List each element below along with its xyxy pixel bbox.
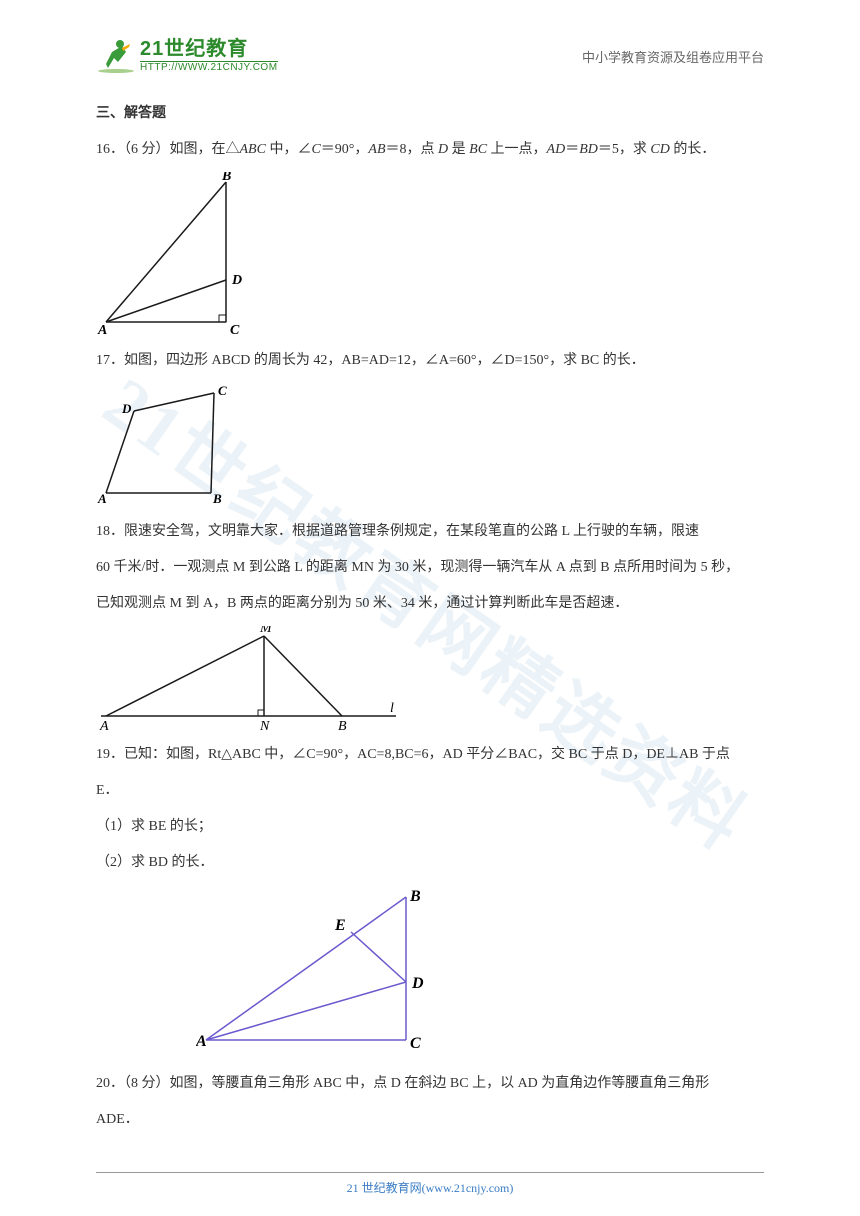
svg-text:E: E bbox=[334, 917, 346, 934]
question-18-line1: 18．限速安全驾，文明靠大家．根据道路管理条例规定，在某段笔直的公路 L 上行驶… bbox=[96, 518, 764, 546]
svg-text:B: B bbox=[409, 888, 421, 905]
question-19-line1: 19．已知：如图，Rt△ABC 中，∠C=90°，AC=8,BC=6，AD 平分… bbox=[96, 741, 764, 769]
svg-text:B: B bbox=[212, 491, 222, 506]
svg-text:A: A bbox=[99, 719, 109, 731]
page-footer: 21 世纪教育网(www.21cnjy.com) bbox=[96, 1172, 764, 1196]
logo: 21世纪教育 HTTP://WWW.21CNJY.COM bbox=[96, 38, 278, 74]
svg-text:C: C bbox=[230, 323, 240, 337]
svg-text:C: C bbox=[410, 1035, 421, 1052]
figure-16: A B C D bbox=[96, 172, 764, 337]
svg-text:B: B bbox=[221, 172, 231, 184]
svg-text:A: A bbox=[97, 491, 107, 506]
figure-18: A N B Ml bbox=[96, 626, 764, 731]
logo-runner-icon bbox=[96, 38, 136, 74]
svg-text:A: A bbox=[196, 1033, 207, 1050]
svg-text:M: M bbox=[259, 626, 273, 636]
question-19-line2: E． bbox=[96, 777, 764, 805]
question-18-line3: 已知观测点 M 到 A，B 两点的距离分别为 50 米、34 米，通过计算判断此… bbox=[96, 590, 764, 618]
logo-text-zh: 21世纪教育 bbox=[140, 39, 278, 59]
header-right-text: 中小学教育资源及组卷应用平台 bbox=[582, 47, 764, 66]
svg-text:l: l bbox=[390, 701, 394, 716]
question-19-sub1: （1）求 BE 的长； bbox=[96, 813, 764, 841]
section-title: 三、解答题 bbox=[96, 102, 764, 122]
svg-text:A: A bbox=[97, 323, 107, 337]
question-16: 16．（6 分）如图，在△ABC 中，∠C＝90°，AB＝8，点 D 是 BC … bbox=[96, 136, 764, 164]
question-20-line2: ADE． bbox=[96, 1106, 764, 1134]
svg-text:D: D bbox=[411, 975, 424, 992]
svg-text:C: C bbox=[218, 383, 227, 398]
svg-text:N: N bbox=[259, 719, 270, 731]
page-header: 21世纪教育 HTTP://WWW.21CNJY.COM 中小学教育资源及组卷应… bbox=[96, 38, 764, 74]
logo-text-url: HTTP://WWW.21CNJY.COM bbox=[140, 61, 278, 73]
svg-text:D: D bbox=[121, 401, 132, 416]
svg-text:D: D bbox=[231, 273, 242, 288]
figure-17: A B C D bbox=[96, 383, 764, 508]
question-17: 17．如图，四边形 ABCD 的周长为 42，AB=AD=12，∠A=60°，∠… bbox=[96, 347, 764, 375]
page-container: 21世纪教育 HTTP://WWW.21CNJY.COM 中小学教育资源及组卷应… bbox=[0, 0, 860, 1134]
question-19-sub2: （2）求 BD 的长． bbox=[96, 849, 764, 877]
question-18-line2: 60 千米/时．一观测点 M 到公路 L 的距离 MN 为 30 米，现测得一辆… bbox=[96, 554, 764, 582]
question-20-line1: 20．（8 分）如图，等腰直角三角形 ABC 中，点 D 在斜边 BC 上，以 … bbox=[96, 1070, 764, 1098]
svg-text:B: B bbox=[338, 719, 347, 731]
figure-19: A B C D E bbox=[196, 885, 764, 1060]
